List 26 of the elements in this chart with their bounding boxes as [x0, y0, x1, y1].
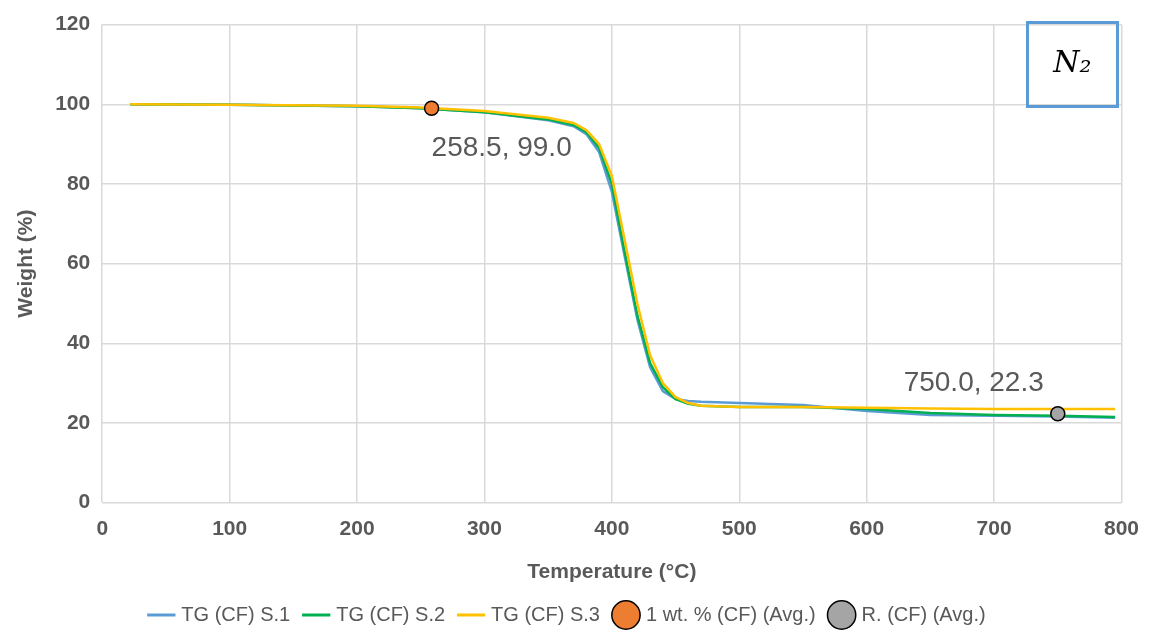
y-tick-label: 0	[78, 489, 91, 513]
legend-label: R. (CF) (Avg.)	[861, 602, 986, 625]
legend-label: 1 wt. % (CF) (Avg.)	[645, 602, 816, 625]
y-tick-label: 40	[66, 330, 91, 354]
x-tick-label: 300	[466, 516, 502, 539]
y-tick-label: 20	[66, 409, 91, 433]
legend-label: TG (CF) S.2	[336, 602, 446, 625]
data-label: 750.0, 22.3	[903, 366, 1044, 398]
x-tick-label: 200	[339, 516, 375, 539]
y-tick-label: 100	[55, 91, 91, 115]
x-tick-label: 700	[976, 516, 1012, 539]
y-tick-label: 80	[66, 170, 91, 194]
y-tick-label: 120	[55, 11, 91, 35]
x-tick-label: 0	[96, 516, 109, 539]
legend-label: TG (CF) S.3	[491, 602, 600, 625]
x-tick-label: 600	[849, 516, 885, 539]
x-tick-label: 100	[212, 516, 248, 539]
annotation: N₂	[1052, 44, 1092, 80]
data-label: 258.5, 99.0	[431, 130, 572, 162]
x-tick-label: 400	[594, 516, 630, 539]
x-tick-label: 500	[721, 516, 757, 539]
x-axis-title: Temperature (°C)	[527, 559, 697, 583]
y-axis-title: Weight (%)	[13, 209, 37, 318]
x-tick-label: 800	[1103, 516, 1139, 539]
y-tick-label: 60	[66, 250, 91, 274]
legend-label: TG (CF) S.1	[181, 602, 291, 625]
